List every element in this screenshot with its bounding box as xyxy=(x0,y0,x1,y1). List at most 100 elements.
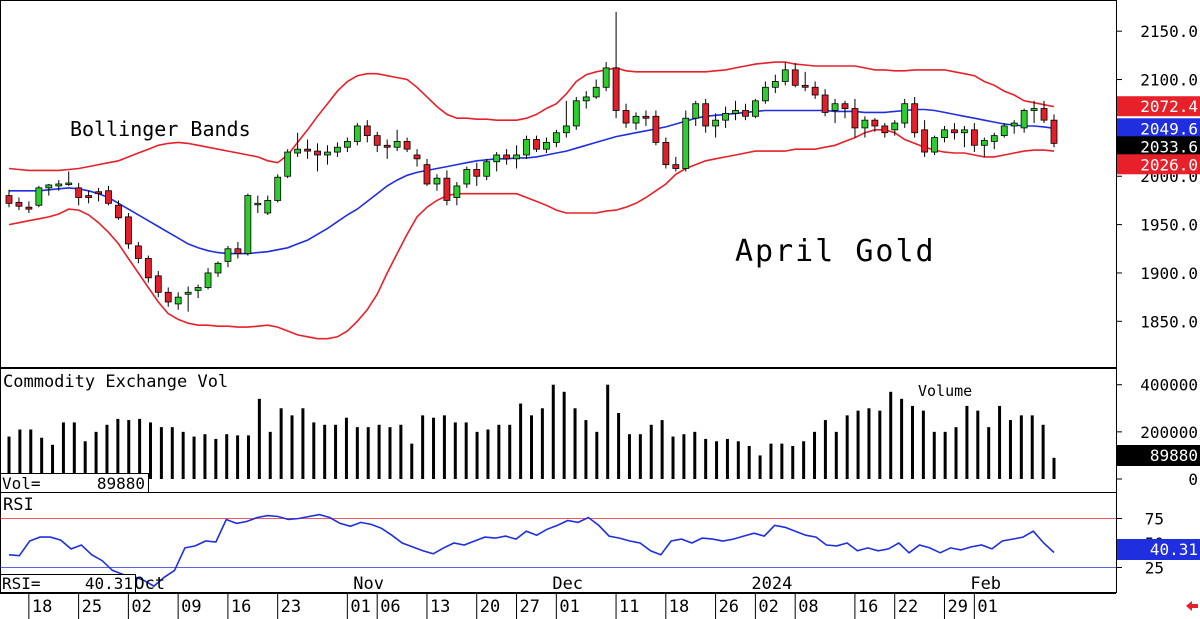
candlestick xyxy=(682,110,690,172)
candlestick xyxy=(473,162,481,186)
candlestick xyxy=(55,180,63,191)
candle-body xyxy=(1030,108,1038,111)
volume-bar xyxy=(301,408,305,479)
candle-body xyxy=(393,141,401,148)
volume-bar xyxy=(878,410,882,479)
candlestick xyxy=(1020,108,1028,133)
candle-body xyxy=(871,119,879,127)
volume-bar xyxy=(29,429,33,479)
candle-body xyxy=(55,183,63,187)
volume-bar xyxy=(867,408,871,479)
scroll-left-arrow-icon[interactable] xyxy=(1186,601,1198,611)
candle-body xyxy=(682,117,690,169)
volume-readout-label: Vol= xyxy=(2,474,41,493)
candle-body xyxy=(483,161,491,177)
candle-body xyxy=(533,139,540,150)
volume-bar xyxy=(192,436,196,479)
volume-bar xyxy=(682,434,686,479)
candle-body xyxy=(274,176,282,201)
candle-body xyxy=(791,69,799,86)
candlestick xyxy=(5,189,13,208)
volume-bar xyxy=(486,429,490,479)
volume-bar xyxy=(856,410,860,479)
candlestick xyxy=(871,118,879,132)
candlestick xyxy=(503,149,511,165)
candle-body xyxy=(144,258,152,279)
price-tag-bg xyxy=(1117,136,1200,157)
volume-readout-box xyxy=(0,473,149,493)
candlestick xyxy=(125,212,132,249)
candle-body xyxy=(722,112,729,121)
candle-body xyxy=(284,151,292,177)
candle-body xyxy=(353,125,361,142)
rsi-last-tag-bg xyxy=(1117,539,1200,560)
rsi-panel-title: RSI xyxy=(3,495,34,515)
candlestick xyxy=(244,193,252,256)
candlestick xyxy=(105,185,112,206)
candle-body xyxy=(413,154,421,160)
candle-body xyxy=(771,81,779,88)
date-tick-label: 18 xyxy=(32,597,52,617)
candlestick xyxy=(1000,123,1008,138)
candlestick xyxy=(901,98,909,128)
candle-body xyxy=(5,195,13,204)
volume-bar xyxy=(627,434,631,479)
date-tick-label: 27 xyxy=(520,597,540,617)
volume-bar xyxy=(998,405,1002,479)
candle-body xyxy=(861,119,869,129)
date-tick-label: 02 xyxy=(131,597,151,617)
rsi-readout-label: RSI= xyxy=(2,574,41,593)
date-tick-label: 08 xyxy=(798,597,818,617)
volume-bar xyxy=(410,443,414,479)
volume-bar xyxy=(758,455,762,479)
volume-bar xyxy=(540,408,544,479)
volume-bar xyxy=(464,422,468,479)
rsi-series-line xyxy=(8,513,1055,588)
candlestick xyxy=(254,195,262,213)
candlestick xyxy=(642,110,650,126)
candle-body xyxy=(125,216,132,245)
volume-bar xyxy=(910,405,914,479)
volume-y-tick-label: 0 xyxy=(1188,470,1198,489)
candlestick xyxy=(831,98,839,124)
candle-body xyxy=(901,103,909,124)
date-tick-label: 16 xyxy=(231,597,251,617)
candlestick xyxy=(353,123,361,146)
candle-body xyxy=(244,195,252,255)
candle-body xyxy=(224,248,232,262)
candlestick xyxy=(781,62,789,86)
candlestick xyxy=(85,190,93,204)
candlestick xyxy=(990,132,998,150)
candlestick xyxy=(413,149,421,167)
candle-body xyxy=(1000,125,1008,137)
candle-body xyxy=(1050,119,1058,144)
candle-body xyxy=(423,164,431,185)
candlestick xyxy=(224,245,232,268)
candlestick xyxy=(722,106,729,128)
candlestick xyxy=(752,98,759,119)
candlestick xyxy=(602,62,610,92)
candle-body xyxy=(214,262,222,274)
month-label: 2024 xyxy=(751,574,792,594)
candle-body xyxy=(25,206,33,210)
volume-bar xyxy=(595,431,599,479)
candle-body xyxy=(980,140,988,146)
candle-body xyxy=(154,275,162,293)
candlestick xyxy=(134,242,142,264)
month-label: Oct xyxy=(134,574,165,594)
rsi-readout-box xyxy=(0,574,136,593)
price-tag-bg xyxy=(1117,96,1200,117)
volume-bar xyxy=(900,398,904,479)
candlestick xyxy=(523,135,530,159)
candlestick xyxy=(771,74,779,94)
candlestick xyxy=(841,100,849,119)
candle-body xyxy=(911,103,919,134)
volume-bar xyxy=(769,443,773,479)
candlestick xyxy=(144,255,152,283)
price-y-axis: 2150.02100.02050.02000.01950.01900.01850… xyxy=(1116,22,1198,331)
candle-body xyxy=(572,100,580,127)
volume-bar xyxy=(432,417,436,479)
candlestick xyxy=(851,98,859,138)
volume-bar xyxy=(94,431,98,479)
